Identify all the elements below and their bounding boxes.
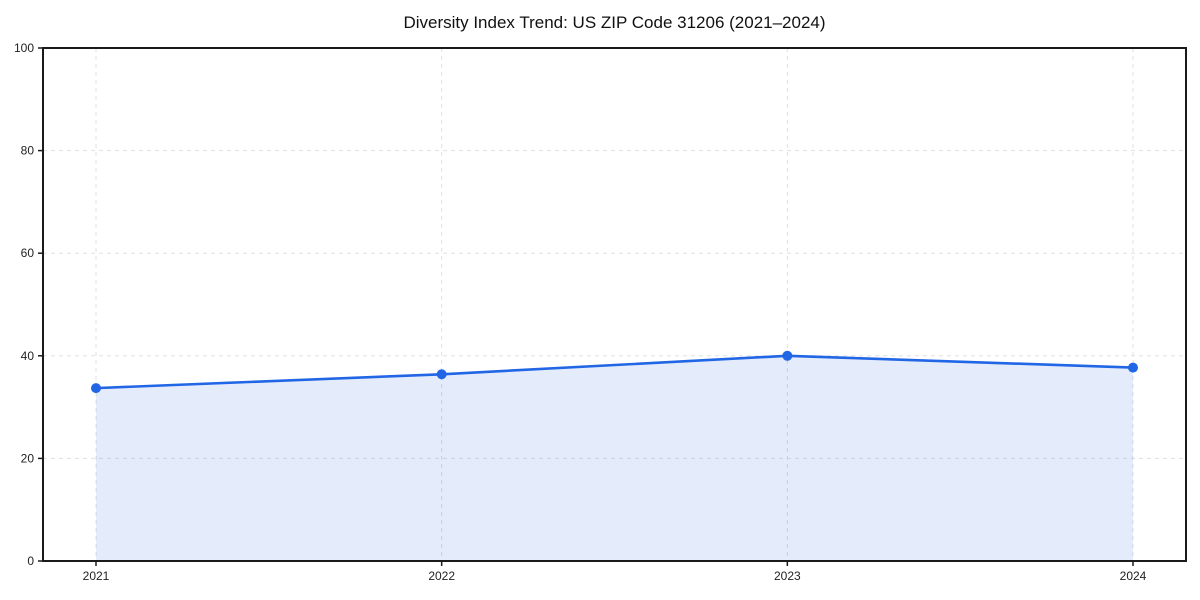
x-tick-label: 2023: [774, 569, 801, 583]
trend-line: [94, 354, 1135, 390]
data-point-2022: [436, 369, 447, 380]
y-tick-label: 60: [21, 246, 35, 260]
y-tick-label: 100: [14, 41, 34, 55]
data-point-2021: [91, 383, 101, 394]
plot-border: [42, 47, 1187, 562]
x-tick-label: 2022: [428, 569, 455, 583]
x-tick-label: 2024: [1120, 569, 1147, 583]
y-tick-label: 20: [21, 451, 35, 465]
x-tick-label: 2021: [83, 569, 110, 583]
data-point-2023: [782, 350, 793, 361]
y-tick-label: 80: [21, 144, 35, 158]
data-point-2024: [1128, 362, 1138, 373]
area-fill: [96, 355, 1133, 561]
y-tick-label: 40: [21, 349, 35, 363]
chart-title: Diversity Index Trend: US ZIP Code 31206…: [403, 13, 826, 32]
y-tick-label: 0: [27, 554, 34, 568]
